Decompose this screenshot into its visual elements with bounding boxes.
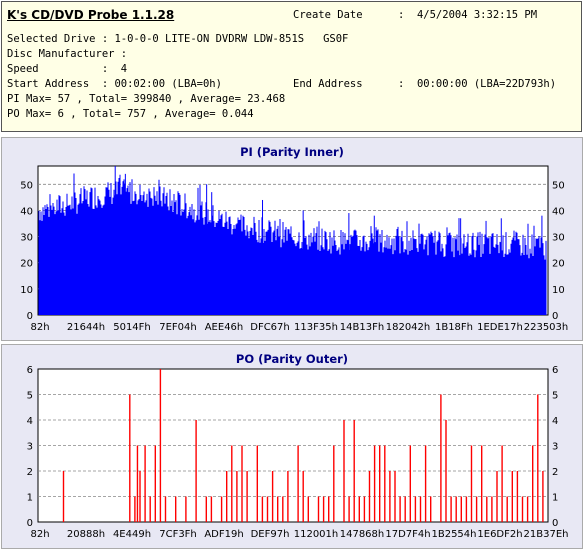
y-tick-label-right: 0: [552, 311, 558, 322]
x-tick-label: 7EF04h: [159, 322, 197, 333]
y-tick-label-left: 6: [27, 365, 33, 376]
chart-title: PO (Parity Outer): [236, 352, 348, 366]
y-tick-label-right: 40: [552, 206, 565, 217]
y-tick-label-left: 1: [27, 493, 33, 504]
y-tick-label-right: 3: [552, 442, 558, 453]
x-tick-label: 14B13Fh: [340, 322, 384, 333]
y-tick-label-left: 0: [27, 311, 33, 322]
x-tick-label: 113F35h: [294, 322, 338, 333]
x-tick-label: AEE46h: [205, 322, 244, 333]
x-tick-label: DFC67h: [250, 322, 290, 333]
y-tick-label-left: 40: [20, 206, 33, 217]
end-address-label: End Address: [293, 78, 363, 90]
x-tick-label: 182042h: [386, 322, 431, 333]
x-tick-label: 112001h: [294, 529, 339, 540]
x-tick-label: ADF19h: [204, 529, 243, 540]
x-tick-label: 21644h: [67, 322, 105, 333]
y-tick-label-left: 30: [20, 233, 33, 244]
create-date-label: Create Date: [293, 9, 363, 21]
disc-manufacturer: Disc Manufacturer :: [7, 48, 128, 60]
create-date-value: : 4/5/2004 3:32:15 PM: [398, 9, 538, 21]
y-tick-label-left: 2: [27, 467, 33, 478]
x-tick-label: 223503h: [524, 322, 569, 333]
x-tick-label: 1B2554h: [431, 529, 476, 540]
x-tick-label: 4E449h: [113, 529, 151, 540]
x-tick-label: 147868h: [340, 529, 385, 540]
info-panel: K's CD/DVD Probe 1.1.28 Create Date : 4/…: [1, 1, 582, 132]
y-tick-label-left: 10: [20, 285, 33, 296]
x-tick-label: 17D7F4h: [385, 529, 430, 540]
x-tick-label: 20888h: [67, 529, 105, 540]
pi-chart: PI (Parity Inner) 0 0 10 10 20 20 30 30 40 40 50 50 8…: [20, 145, 569, 333]
app-title: K's CD/DVD Probe 1.1.28: [7, 8, 175, 22]
pi-chart-panel: PI (Parity Inner) 0 0 10 10 20 20 30 30 40 40 50 50 8…: [1, 137, 583, 341]
x-tick-label: 1E6DF2h: [477, 529, 522, 540]
y-tick-label-right: 20: [552, 259, 565, 270]
y-tick-label-right: 1: [552, 493, 558, 504]
x-tick-label: 1B18Fh: [435, 322, 473, 333]
y-tick-label-right: 10: [552, 285, 565, 296]
pi-summary: PI Max= 57 , Total= 399840 , Average= 23…: [7, 93, 286, 105]
x-tick-label: 82h: [30, 529, 49, 540]
y-tick-label-left: 5: [27, 391, 33, 402]
x-tick-label: 82h: [30, 322, 49, 333]
po-chart: PO (Parity Outer) 0 0 1 1 2 2 3 3 4 4 5 5 6 6 82h 20888h…: [27, 352, 569, 540]
y-tick-label-left: 4: [27, 416, 33, 427]
po-chart-panel: PO (Parity Outer) 0 0 1 1 2 2 3 3 4 4 5 5 6 6 82h 20888h…: [1, 344, 583, 549]
y-tick-label-right: 4: [552, 416, 558, 427]
y-tick-label-left: 20: [20, 259, 33, 270]
po-summary: PO Max= 6 , Total= 757 , Average= 0.044: [7, 108, 254, 120]
y-tick-label-right: 50: [552, 180, 565, 191]
y-tick-label-left: 0: [27, 518, 33, 529]
x-tick-label: 7CF3Fh: [159, 529, 197, 540]
x-tick-label: 5014Fh: [113, 322, 151, 333]
y-tick-label-right: 5: [552, 391, 558, 402]
x-tick-label: DEF97h: [251, 529, 290, 540]
start-address: Start Address : 00:02:00 (LBA=0h): [7, 78, 222, 90]
chart-title: PI (Parity Inner): [240, 145, 344, 159]
x-tick-label: 1EDE17h: [477, 322, 523, 333]
y-tick-label-right: 30: [552, 233, 565, 244]
y-tick-label-left: 3: [27, 442, 33, 453]
y-tick-label-right: 2: [552, 467, 558, 478]
selected-drive: Selected Drive : 1-0-0-0 LITE-ON DVDRW L…: [7, 33, 349, 45]
x-tick-label: 21B37Eh: [524, 529, 569, 540]
y-tick-label-right: 0: [552, 518, 558, 529]
y-tick-label-right: 6: [552, 365, 558, 376]
speed: Speed : 4: [7, 63, 128, 75]
end-address-value: : 00:00:00 (LBA=22D793h): [398, 78, 557, 90]
y-tick-label-left: 50: [20, 180, 33, 191]
